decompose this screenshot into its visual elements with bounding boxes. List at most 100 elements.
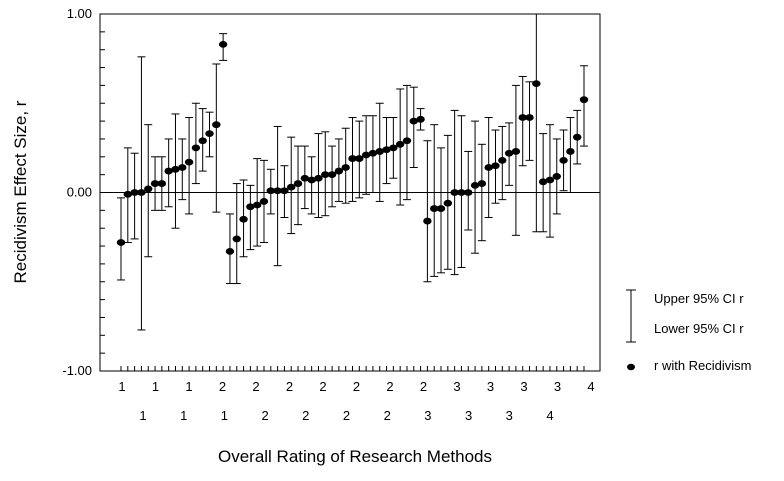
data-point <box>477 180 487 187</box>
data-point <box>348 155 357 162</box>
data-point <box>252 201 262 209</box>
data-point <box>491 162 500 170</box>
x-tick-label: 3 <box>520 379 527 394</box>
data-points <box>116 40 589 255</box>
data-point <box>300 174 310 182</box>
y-tick-label: 0.00 <box>67 185 92 200</box>
data-point <box>341 164 350 171</box>
data-point <box>123 190 133 198</box>
data-point <box>144 185 153 193</box>
x-tick-label: 1 <box>221 408 228 423</box>
x-tick-label: 2 <box>302 408 309 423</box>
legend-item-upper-ci: Upper 95% CI r <box>626 289 744 316</box>
data-point <box>205 130 214 137</box>
data-point <box>361 151 371 159</box>
data-point <box>246 203 255 211</box>
data-point <box>116 239 126 246</box>
data-point <box>273 187 282 195</box>
data-point <box>382 146 391 154</box>
x-tick-label: 3 <box>453 379 460 394</box>
data-point <box>518 114 527 121</box>
data-point <box>184 158 194 166</box>
data-point <box>321 171 330 179</box>
data-point <box>375 148 384 155</box>
data-point <box>572 133 582 141</box>
x-axis-title: Overall Rating of Research Methods <box>218 447 492 466</box>
x-tick-label: 4 <box>587 379 594 394</box>
x-tick-label: 3 <box>424 408 431 423</box>
data-point <box>368 149 378 157</box>
data-point <box>450 189 459 196</box>
x-tick-label: 3 <box>554 379 561 394</box>
x-tick-label: 2 <box>252 379 259 394</box>
x-tick-label: 2 <box>384 408 391 423</box>
data-point <box>287 183 296 191</box>
x-tick-label: 2 <box>261 408 268 423</box>
plot-area: 1.00 0.00 -1.00 <box>62 6 601 378</box>
data-point <box>443 199 453 207</box>
x-tick-label: 3 <box>487 379 494 394</box>
data-point <box>232 235 241 243</box>
data-point <box>409 117 418 125</box>
x-tick-labels: 1 1 1 2 2 2 2 2 2 2 3 3 3 3 41 1 1 2 2 2 2 3 3 3 4 <box>118 379 594 423</box>
x-tick-marks <box>120 366 585 371</box>
data-point <box>423 217 432 225</box>
data-point <box>198 137 207 145</box>
data-point <box>191 144 201 152</box>
y-axis-title: Recidivism Effect Size, r <box>11 100 30 283</box>
data-point <box>150 180 160 187</box>
data-point <box>430 205 439 212</box>
data-point <box>484 164 493 171</box>
data-point <box>504 149 514 157</box>
legend-point-symbol <box>627 363 635 371</box>
data-point <box>511 148 521 155</box>
data-point <box>559 156 568 164</box>
data-point <box>225 248 235 255</box>
data-point <box>157 180 167 187</box>
data-point <box>239 215 248 223</box>
y-tick-label: -1.00 <box>62 363 92 378</box>
data-point <box>307 176 316 184</box>
x-tick-label: 1 <box>118 379 125 394</box>
y-tick-label: 1.00 <box>67 6 92 21</box>
data-point <box>470 181 480 189</box>
data-point <box>130 189 139 196</box>
data-point <box>389 144 398 152</box>
data-point <box>545 176 555 184</box>
x-tick-label: 2 <box>386 379 393 394</box>
legend-label-lower-ci: Lower 95% CI r <box>654 321 744 336</box>
data-point <box>464 189 473 196</box>
data-point <box>171 165 180 173</box>
data-point <box>355 155 364 162</box>
data-point <box>416 115 425 123</box>
data-point <box>218 40 228 48</box>
data-point <box>552 173 561 180</box>
data-point <box>334 167 344 175</box>
data-point <box>532 80 541 88</box>
legend-item-point: r with Recidivism <box>627 358 752 373</box>
data-point <box>164 167 173 175</box>
confidence-intervals <box>117 13 588 331</box>
data-point <box>259 198 269 205</box>
data-point <box>395 140 405 148</box>
data-point <box>538 178 548 186</box>
x-tick-label: 2 <box>343 408 350 423</box>
x-tick-label: 2 <box>319 379 326 394</box>
legend-label-point: r with Recidivism <box>654 358 752 373</box>
data-point <box>212 121 221 129</box>
legend: Upper 95% CI r Lower 95% CI r r with Rec… <box>626 289 752 373</box>
x-tick-label: 2 <box>353 379 360 394</box>
legend-label-upper-ci: Upper 95% CI r <box>654 291 744 306</box>
data-point <box>327 171 337 179</box>
x-tick-label: 1 <box>152 379 159 394</box>
data-point <box>293 180 303 187</box>
data-point <box>280 187 289 195</box>
x-tick-label: 1 <box>180 408 187 423</box>
data-point <box>498 156 507 164</box>
x-tick-label: 1 <box>139 408 146 423</box>
data-point <box>457 189 466 196</box>
data-point <box>314 174 323 182</box>
data-point <box>579 96 589 104</box>
legend-item-lower-ci: Lower 95% CI r <box>626 316 744 343</box>
